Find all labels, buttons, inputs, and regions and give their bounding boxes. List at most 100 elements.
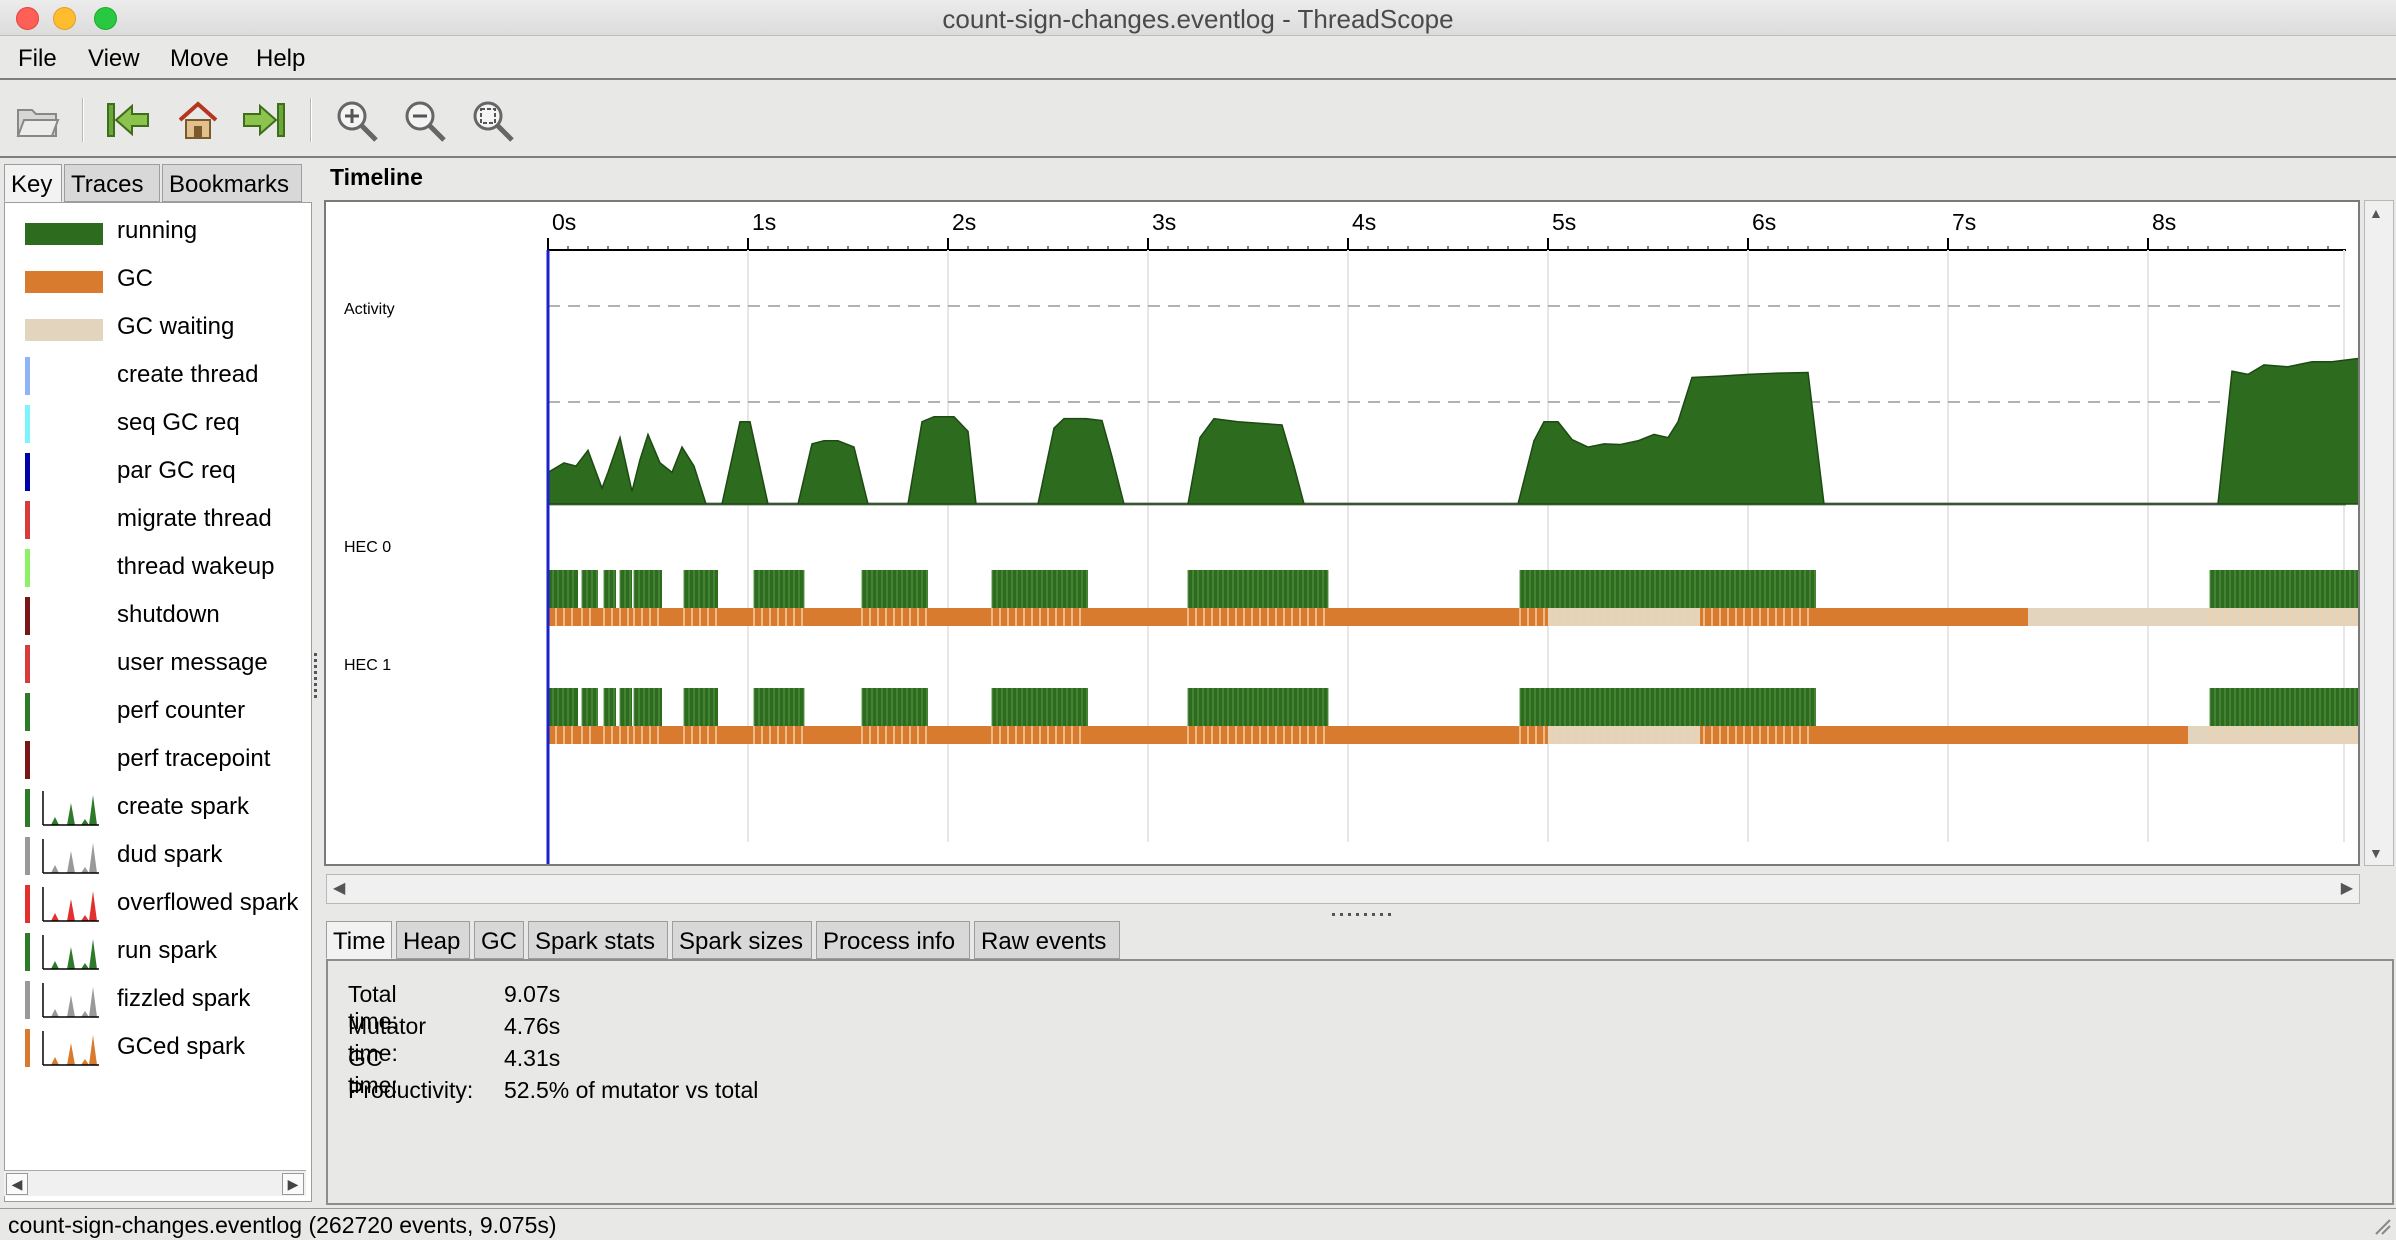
- hec0-running-bar: [604, 570, 616, 608]
- key-item-par-gc-req: par GC req: [5, 447, 311, 495]
- activity-graph: [547, 357, 2396, 505]
- key-item-user-message: user message: [5, 639, 311, 687]
- status-bar: count-sign-changes.eventlog (262720 even…: [0, 1208, 2396, 1240]
- tab-spark-sizes[interactable]: Spark sizes: [672, 921, 812, 959]
- home-icon[interactable]: [174, 96, 222, 144]
- tab-spark-stats[interactable]: Spark stats: [528, 921, 668, 959]
- key-horizontal-scrollbar[interactable]: ◀ ▶: [4, 1170, 306, 1196]
- hec0-gc-waiting-bar: [2088, 608, 2388, 626]
- productivity-value: 52.5% of mutator vs total: [504, 1077, 759, 1103]
- menu-move[interactable]: Move: [170, 45, 229, 72]
- hec1-running-bar: [634, 688, 662, 726]
- time-info-panel: Total time: 9.07s Mutator time: 4.76s GC…: [326, 959, 2394, 1205]
- key-label: shutdown: [117, 601, 220, 628]
- open-folder-icon[interactable]: [14, 96, 62, 144]
- hec1-running-bar: [1520, 688, 1816, 726]
- timeline-splitter-handle[interactable]: [1330, 906, 1400, 916]
- tab-time[interactable]: Time: [326, 921, 392, 959]
- resize-grip-icon[interactable]: [2370, 1214, 2392, 1236]
- panel-splitter-handle[interactable]: [312, 650, 320, 720]
- time-tick-label: 4s: [1352, 209, 1376, 235]
- timeline-vertical-scrollbar[interactable]: ▲ ▼: [2364, 200, 2394, 866]
- toolbar-separator: [82, 98, 84, 142]
- time-tick-label: 3s: [1152, 209, 1176, 235]
- key-marker: [25, 885, 30, 923]
- scroll-right-icon[interactable]: ▶: [2340, 880, 2353, 897]
- key-label: thread wakeup: [117, 553, 275, 580]
- menu-file[interactable]: File: [18, 45, 57, 72]
- hec0-running-bar: [582, 570, 598, 608]
- key-item-thread-wakeup: thread wakeup: [5, 543, 311, 591]
- scroll-right-icon[interactable]: ▶: [282, 1173, 304, 1195]
- scroll-left-icon[interactable]: ◀: [333, 880, 346, 897]
- time-tick-label: 2s: [952, 209, 976, 235]
- timeline-horizontal-scrollbar[interactable]: ◀ ▶: [326, 874, 2360, 904]
- key-legend: running GC GC waiting create thread seq GC r…: [4, 202, 312, 1202]
- key-item-gc: GC: [5, 255, 311, 303]
- hec0-running-bar: [1520, 570, 1816, 608]
- scroll-left-icon[interactable]: ◀: [6, 1173, 28, 1195]
- close-window-button[interactable]: [16, 7, 39, 30]
- key-swatch: [25, 271, 103, 293]
- key-label: dud spark: [117, 841, 223, 868]
- key-marker: [25, 597, 30, 635]
- key-swatch: [25, 223, 103, 245]
- key-item-migrate-thread: migrate thread: [5, 495, 311, 543]
- key-label: create spark: [117, 793, 250, 820]
- track-label: HEC 0: [344, 539, 391, 556]
- key-marker: [25, 645, 30, 683]
- key-marker: [25, 549, 30, 587]
- key-label: par GC req: [117, 457, 236, 484]
- minimize-window-button[interactable]: [53, 7, 76, 30]
- zoom-window-button[interactable]: [94, 7, 117, 30]
- status-text: count-sign-changes.eventlog (262720 even…: [8, 1212, 557, 1238]
- track-label: Activity: [344, 301, 395, 318]
- key-label: seq GC req: [117, 409, 240, 436]
- hec1-gc-bar: [1816, 726, 2188, 744]
- key-item-perf-counter: perf counter: [5, 687, 311, 735]
- key-label: run spark: [117, 937, 218, 964]
- scroll-down-icon[interactable]: ▼: [2369, 845, 2383, 861]
- key-item-create-thread: create thread: [5, 351, 311, 399]
- key-label: overflowed spark: [117, 889, 299, 916]
- key-item-overflowed-spark: overflowed spark: [5, 879, 311, 927]
- toolbar: [0, 82, 2396, 158]
- key-marker: [25, 357, 30, 395]
- scroll-up-icon[interactable]: ▲: [2369, 205, 2383, 221]
- key-item-fizzled-spark: fizzled spark: [5, 975, 311, 1023]
- key-marker: [25, 405, 30, 443]
- tab-process-info[interactable]: Process info: [816, 921, 970, 959]
- tab-gc[interactable]: GC: [474, 921, 524, 959]
- key-label: fizzled spark: [117, 985, 251, 1012]
- key-marker: [25, 741, 30, 779]
- hec1-running-bar: [620, 688, 632, 726]
- hec0-running-bar: [992, 570, 1088, 608]
- productivity-label: Productivity:: [348, 1077, 474, 1103]
- timeline-view[interactable]: 0s 1s 2s 3s 4s 5s 6s 7s 8s Activity HEC 0 HEC 1: [324, 200, 2396, 866]
- mutator-time-label: Mutator time:: [348, 1013, 426, 1066]
- menu-help[interactable]: Help: [256, 45, 306, 72]
- tab-heap[interactable]: Heap: [396, 921, 470, 959]
- zoom-fit-icon[interactable]: [468, 96, 516, 144]
- key-item-gced-spark: GCed spark: [5, 1023, 311, 1071]
- jump-to-end-icon[interactable]: [240, 96, 288, 144]
- zoom-in-icon[interactable]: [332, 96, 380, 144]
- hec1-gc-waiting-bar: [2188, 726, 2396, 744]
- hec1-running-bar: [2210, 688, 2388, 726]
- tab-bookmarks[interactable]: Bookmarks: [162, 164, 302, 202]
- hec0-running-bar: [634, 570, 662, 608]
- gc-time-label: GC time:: [348, 1045, 398, 1098]
- jump-to-start-icon[interactable]: [104, 96, 152, 144]
- window-title-bar: count-sign-changes.eventlog - ThreadScop…: [0, 0, 2396, 36]
- key-label: perf tracepoint: [117, 745, 271, 772]
- menu-view[interactable]: View: [88, 45, 140, 72]
- tab-key[interactable]: Key: [4, 164, 62, 202]
- zoom-out-icon[interactable]: [400, 96, 448, 144]
- tab-raw-events[interactable]: Raw events: [974, 921, 1120, 959]
- spark-graph-icon: [42, 983, 99, 1018]
- hec0-running-bar: [2210, 570, 2388, 608]
- spark-graph-icon: [42, 791, 99, 826]
- tab-traces[interactable]: Traces: [64, 164, 160, 202]
- time-tick-label: 7s: [1952, 209, 1976, 235]
- key-label: GCed spark: [117, 1033, 246, 1060]
